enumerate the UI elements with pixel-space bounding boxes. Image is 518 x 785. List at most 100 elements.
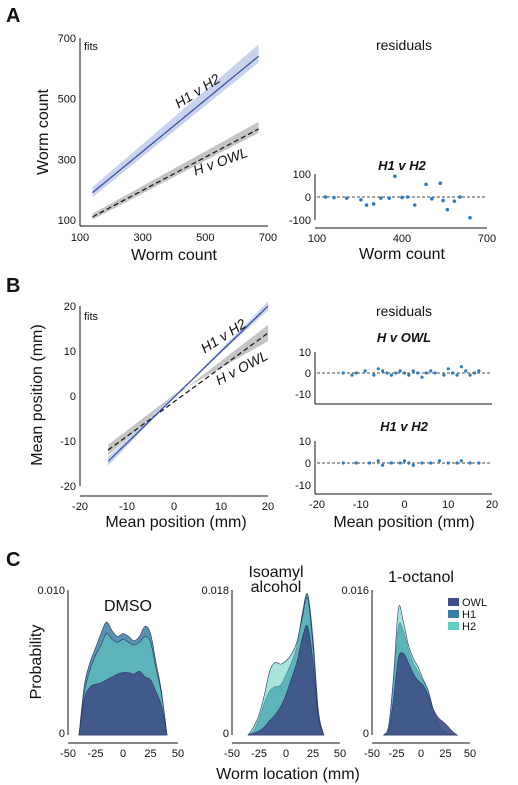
a-resid-point <box>364 203 369 207</box>
a-resid-point <box>400 195 404 200</box>
a-resid-subtitle: H1 v H2 <box>378 158 426 173</box>
b-fits-xtick: 20 <box>262 501 274 513</box>
a-resid-point <box>359 197 363 202</box>
c-isoamyl-xtick: -25 <box>251 748 267 760</box>
b-fits-xtick: 0 <box>171 501 177 513</box>
b-fits-title: fits <box>84 311 99 323</box>
a-resid-point <box>405 195 410 199</box>
b-fits-ytick: 0 <box>70 391 76 403</box>
c-isoamyl-area-owl <box>248 625 325 736</box>
b-resid-h1h2-xtick: 20 <box>486 499 498 511</box>
a-fits-xtick: 100 <box>71 232 89 244</box>
a-resid-point <box>468 215 472 220</box>
a-resid-point <box>458 195 462 199</box>
b-fits-xtick: 10 <box>215 501 227 513</box>
panel-label-a: A <box>6 5 20 27</box>
legend-swatch-h2 <box>448 622 459 630</box>
c-isoamyl-xtick: 0 <box>283 748 289 760</box>
b-resid-owl-point <box>354 371 358 375</box>
c-isoamyl-ytick-top: 0.018 <box>201 585 229 597</box>
b-resid-h1h2-ytick: 10 <box>299 436 311 448</box>
b-fits-xtick: -10 <box>119 501 135 513</box>
c-legend: OWL H1 H2 <box>448 597 487 633</box>
b-resid-owl-subtitle: H v OWL <box>377 330 431 345</box>
b-resid-owl-point <box>464 369 468 373</box>
panel-label-b: B <box>6 275 20 297</box>
c-dmso-xtick: 0 <box>120 748 126 760</box>
panel-b-residuals-owl-plot: 10 0 -10 residuals H v OWL <box>295 303 492 405</box>
b-resid-owl-ytick: 10 <box>299 347 311 359</box>
b-resid-h1h2-point <box>420 461 424 465</box>
b-resid-owl-point <box>429 369 433 373</box>
c-octanol-xtick: 0 <box>418 748 424 760</box>
a-fits-title: fits <box>84 41 99 53</box>
b-fits-line-h1h2 <box>107 305 269 462</box>
a-fits-ytick: 300 <box>58 154 76 166</box>
c-dmso-xtick: -25 <box>88 748 104 760</box>
panel-label-c: C <box>6 549 20 571</box>
c-isoamyl-ytick-zero: 0 <box>223 728 229 740</box>
c-isoamyl-xtick: -50 <box>224 748 240 760</box>
b-resid-owl-point <box>420 375 424 379</box>
a-resid-xtick: 400 <box>393 233 411 245</box>
b-resid-h1h2-point <box>455 461 459 465</box>
b-resid-h1h2-point <box>411 463 415 467</box>
b-resid-owl-point <box>398 369 402 373</box>
b-resid-h1h2-point <box>459 459 463 463</box>
c-octanol-ytick-zero: 0 <box>363 728 369 740</box>
a-fits-ytick: 100 <box>58 215 76 227</box>
b-resid-owl-point <box>363 369 367 373</box>
b-resid-h1h2-point <box>446 461 450 465</box>
a-resid-xtick: 700 <box>478 233 496 245</box>
a-resid-point <box>387 196 392 200</box>
c-dmso-xtick: -50 <box>60 748 76 760</box>
b-resid-h1h2-ytick: 0 <box>305 458 311 470</box>
b-resid-h1h2-point <box>367 461 372 465</box>
b-resid-h1h2-point <box>376 459 380 463</box>
a-resid-point <box>378 196 383 200</box>
c-dmso-title: DMSO <box>104 598 152 615</box>
b-resid-h1h2-xtick: 0 <box>401 499 407 511</box>
b-resid-h1h2-point <box>407 461 411 465</box>
a-resid-point <box>393 174 397 179</box>
b-resid-h1h2-point <box>398 461 402 465</box>
a-resid-point <box>452 199 457 203</box>
b-resid-owl-point <box>402 371 407 375</box>
c-xlabel: Worm location (mm) <box>216 766 360 783</box>
b-resid-h1h2-point <box>354 461 358 465</box>
b-fits-ylabel: Mean position (mm) <box>29 324 46 465</box>
b-resid-h1h2-point <box>477 461 481 465</box>
c-dmso-ytick-top: 0.010 <box>37 585 65 597</box>
b-resid-owl-point <box>350 373 354 377</box>
a-fits-xlabel: Worm count <box>131 247 218 264</box>
b-resid-h1h2-point <box>389 461 393 465</box>
b-resid-h1h2-point <box>341 461 345 465</box>
b-resid-owl-ytick: -10 <box>295 389 311 401</box>
b-resid-owl-point <box>477 369 481 373</box>
a-fits-band-1 <box>92 121 259 220</box>
c-isoamyl-title: alcohol <box>251 579 302 596</box>
a-resid-point <box>424 182 428 187</box>
a-resid-point <box>438 181 443 185</box>
a-resid-xlabel: Worm count <box>359 246 446 263</box>
a-fits-line-0 <box>92 55 259 194</box>
b-resid-owl-point <box>372 373 376 377</box>
c-octanol-xtick: 25 <box>439 748 451 760</box>
b-fits-ytick: 10 <box>64 346 76 358</box>
b-resid-owl-point <box>416 371 420 375</box>
b-resid-owl-point <box>451 371 455 375</box>
b-fits-band-owl <box>108 324 268 456</box>
b-fits-line-howl <box>107 332 269 451</box>
c-dmso-ytick-zero: 0 <box>59 728 65 740</box>
c-dmso-xtick: 50 <box>172 748 184 760</box>
b-resid-owl-point <box>442 373 446 377</box>
c-octanol-area-owl <box>382 652 459 736</box>
b-resid-owl-point <box>472 371 477 375</box>
b-fits-band-h1 <box>108 301 268 466</box>
b-fits-ytick: 20 <box>64 301 76 313</box>
b-resid-owl-point <box>455 373 459 377</box>
panel-a-fits-plot: 100 300 500 700 100 300 500 700 fits Worm count Wo… <box>35 33 277 264</box>
a-resid-ytick: 0 <box>305 192 311 204</box>
